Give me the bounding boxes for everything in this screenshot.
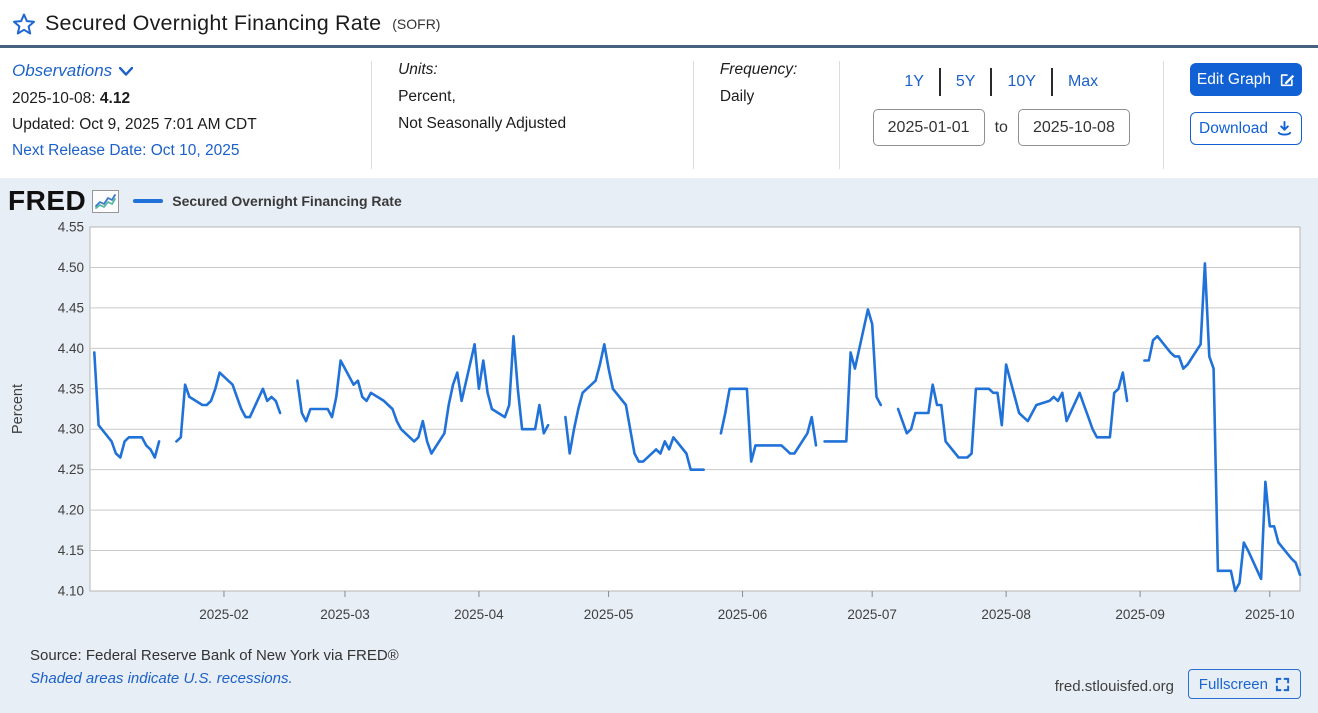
legend-line-swatch xyxy=(133,199,164,203)
svg-text:2025-04: 2025-04 xyxy=(454,607,504,622)
observations-label: Observations xyxy=(12,61,113,80)
site-url: fred.stlouisfed.org xyxy=(1054,678,1174,695)
svg-text:4.40: 4.40 xyxy=(58,341,84,356)
updated-timestamp: Updated: Oct 9, 2025 7:01 AM CDT xyxy=(12,116,257,133)
svg-text:4.15: 4.15 xyxy=(58,543,84,558)
svg-text:2025-06: 2025-06 xyxy=(718,607,768,622)
units-value-1: Percent, xyxy=(398,88,456,105)
range-buttons: 1Y 5Y 10Y Max xyxy=(840,67,1163,97)
fred-logo[interactable]: FRED xyxy=(8,185,87,216)
svg-text:Percent: Percent xyxy=(10,384,26,434)
svg-text:4.25: 4.25 xyxy=(58,462,84,477)
latest-observation: 2025-10-08: 4.12 xyxy=(12,90,371,108)
chart-header: FRED Secured Overnight Financing Rate xyxy=(0,178,1318,216)
title-divider xyxy=(0,45,1318,48)
next-release-link[interactable]: Next Release Date: Oct 10, 2025 xyxy=(12,142,240,159)
svg-text:2025-08: 2025-08 xyxy=(981,607,1031,622)
frequency-label: Frequency: xyxy=(719,61,798,78)
start-date-input[interactable] xyxy=(872,109,985,146)
svg-text:4.45: 4.45 xyxy=(58,300,84,315)
download-button[interactable]: Download xyxy=(1189,112,1302,145)
fullscreen-expand-icon xyxy=(1275,677,1290,691)
page-title-suffix: (SOFR) xyxy=(392,15,441,32)
legend-series-label: Secured Overnight Financing Rate xyxy=(172,193,402,209)
svg-text:2025-03: 2025-03 xyxy=(320,607,370,622)
svg-text:2025-07: 2025-07 xyxy=(847,607,897,622)
date-range-column: 1Y 5Y 10Y Max to xyxy=(838,61,1163,169)
download-label: Download xyxy=(1199,119,1268,137)
recessions-note-link[interactable]: Shaded areas indicate U.S. recessions. xyxy=(30,670,293,687)
svg-text:2025-10: 2025-10 xyxy=(1245,607,1295,622)
frequency-value: Daily xyxy=(719,88,755,105)
date-range-to-label: to xyxy=(994,118,1008,136)
chevron-down-icon xyxy=(119,66,134,76)
units-label: Units: xyxy=(398,61,438,78)
latest-observation-value: 4.12 xyxy=(99,90,131,107)
units-value-2: Not Seasonally Adjusted xyxy=(398,115,567,132)
observations-dropdown[interactable]: Observations xyxy=(12,61,371,81)
end-date-input[interactable] xyxy=(1017,109,1130,146)
units-column: Units: Percent, Not Seasonally Adjusted xyxy=(371,61,693,169)
svg-text:4.50: 4.50 xyxy=(58,260,84,275)
series-meta-bar: Observations 2025-10-08: 4.12 Updated: O… xyxy=(0,48,1318,169)
edit-graph-button[interactable]: Edit Graph xyxy=(1189,63,1302,96)
range-button-10y[interactable]: 10Y xyxy=(1007,73,1036,90)
favorite-star-icon[interactable] xyxy=(12,12,36,36)
title-bar: Secured Overnight Financing Rate (SOFR) xyxy=(0,0,1318,45)
range-separator xyxy=(1050,68,1053,96)
fullscreen-label: Fullscreen xyxy=(1198,675,1268,693)
fullscreen-button[interactable]: Fullscreen xyxy=(1187,669,1301,699)
svg-text:4.35: 4.35 xyxy=(58,381,84,396)
sofr-line-chart[interactable]: 4.55 4.50 4.45 4.40 4.35 4.30 4.25 4.20 4.15 4.10… xyxy=(0,220,1318,640)
svg-text:2025-05: 2025-05 xyxy=(584,607,634,622)
date-range-inputs: to xyxy=(840,109,1163,146)
chart-panel: FRED Secured Overnight Financing Rate 4.… xyxy=(0,178,1318,713)
svg-text:4.30: 4.30 xyxy=(58,422,84,437)
latest-observation-date: 2025-10-08: xyxy=(12,90,96,107)
edit-graph-label: Edit Graph xyxy=(1196,70,1272,88)
source-note: Source: Federal Reserve Bank of New York… xyxy=(30,647,399,664)
download-icon xyxy=(1277,120,1292,136)
svg-text:4.20: 4.20 xyxy=(58,503,84,518)
range-separator xyxy=(938,68,941,96)
svg-text:2025-09: 2025-09 xyxy=(1115,607,1165,622)
svg-text:4.55: 4.55 xyxy=(58,220,84,235)
actions-column: Edit Graph Download xyxy=(1162,61,1318,169)
range-button-5y[interactable]: 5Y xyxy=(955,73,976,90)
page-title: Secured Overnight Financing Rate xyxy=(45,11,382,35)
frequency-column: Frequency: Daily xyxy=(692,61,839,169)
svg-text:2025-02: 2025-02 xyxy=(199,607,249,622)
svg-text:4.10: 4.10 xyxy=(58,584,84,599)
range-button-1y[interactable]: 1Y xyxy=(904,73,924,90)
edit-pencil-icon xyxy=(1280,73,1295,86)
legend: Secured Overnight Financing Rate xyxy=(133,193,402,209)
range-button-max[interactable]: Max xyxy=(1067,73,1099,90)
range-separator xyxy=(990,68,993,96)
observations-column: Observations 2025-10-08: 4.12 Updated: O… xyxy=(0,61,371,169)
fred-chart-icon xyxy=(92,189,120,213)
